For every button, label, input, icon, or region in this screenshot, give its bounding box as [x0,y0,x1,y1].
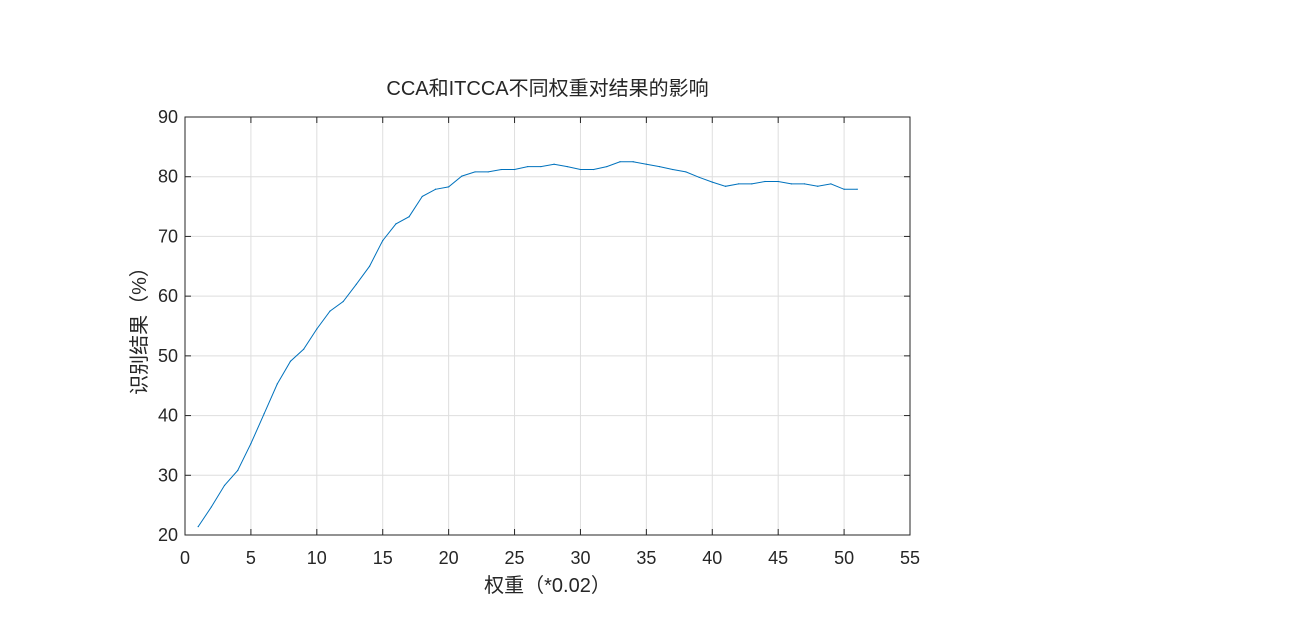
data-point [685,171,687,173]
data-point [355,283,357,285]
data-point [540,165,542,168]
data-point [316,328,318,330]
x-axis-label: 权重（*0.02） [484,574,611,597]
data-point [777,180,779,183]
data-point [527,165,529,168]
data-point [513,168,516,171]
data-point [448,186,450,188]
data-point [408,216,410,218]
chart-title: CCA和ITCCA不同权重对结果的影响 [386,77,708,100]
x-tick-label: 15 [373,548,393,568]
x-axis-ticks: 0 5 10 15 20 25 30 35 40 45 50 55 [180,117,920,568]
data-point [738,183,740,185]
data-point [342,300,344,303]
x-tick-label: 35 [636,548,656,568]
y-tick-label: 70 [158,226,178,246]
y-tick-label: 20 [158,525,178,545]
data-point [566,165,568,168]
data-point [751,183,753,185]
y-axis-ticks: 20 30 40 50 60 70 80 90 [158,107,910,545]
data-point [289,360,292,362]
data-point [579,168,582,171]
x-tick-label: 10 [307,548,327,568]
data-point [474,171,476,173]
data-point [276,383,278,385]
data-point [382,240,384,242]
x-tick-label: 50 [834,548,854,568]
x-tick-label: 5 [246,548,256,568]
data-point [368,265,371,267]
data-point [856,188,858,190]
data-point [645,163,647,165]
data-point [764,180,766,183]
x-tick-label: 45 [768,548,788,568]
data-point [395,223,397,225]
data-point [434,188,437,190]
data-point [817,185,819,187]
data-point [619,161,621,163]
data-point [593,168,595,171]
x-tick-label: 25 [505,548,525,568]
vertical-gridlines [250,117,845,535]
data-point [210,506,212,508]
data-point [843,188,845,190]
data-point [237,469,239,472]
data-point [830,183,832,185]
y-axis-label: 识别结果（%） [128,257,151,395]
series-layer [197,161,858,528]
x-tick-label: 20 [439,548,459,568]
data-point [250,443,252,445]
data-point [790,183,792,185]
data-point [461,175,463,177]
data-point [672,168,674,171]
y-tick-label: 50 [158,346,178,366]
data-point [223,484,226,487]
y-tick-label: 40 [158,406,178,426]
data-point [632,161,634,163]
y-tick-label: 80 [158,167,178,187]
data-point [724,185,727,187]
x-tick-label: 0 [180,548,190,568]
horizontal-gridlines [185,176,910,476]
y-tick-label: 90 [158,107,178,127]
plot-area-frame [184,116,911,536]
data-point [421,195,423,198]
data-point [698,176,700,178]
data-point [263,413,265,415]
data-point [658,165,661,168]
data-point [711,181,713,183]
x-tick-label: 40 [702,548,722,568]
x-tick-label: 55 [900,548,920,568]
data-point [553,163,555,165]
data-point [303,348,305,350]
y-tick-label: 30 [158,465,178,485]
y-tick-label: 60 [158,286,178,306]
data-point [500,168,502,171]
data-point [803,183,806,185]
data-point [606,165,608,168]
x-tick-label: 30 [570,548,590,568]
data-point [329,310,331,312]
data-point [197,526,199,528]
data-point [487,171,489,173]
